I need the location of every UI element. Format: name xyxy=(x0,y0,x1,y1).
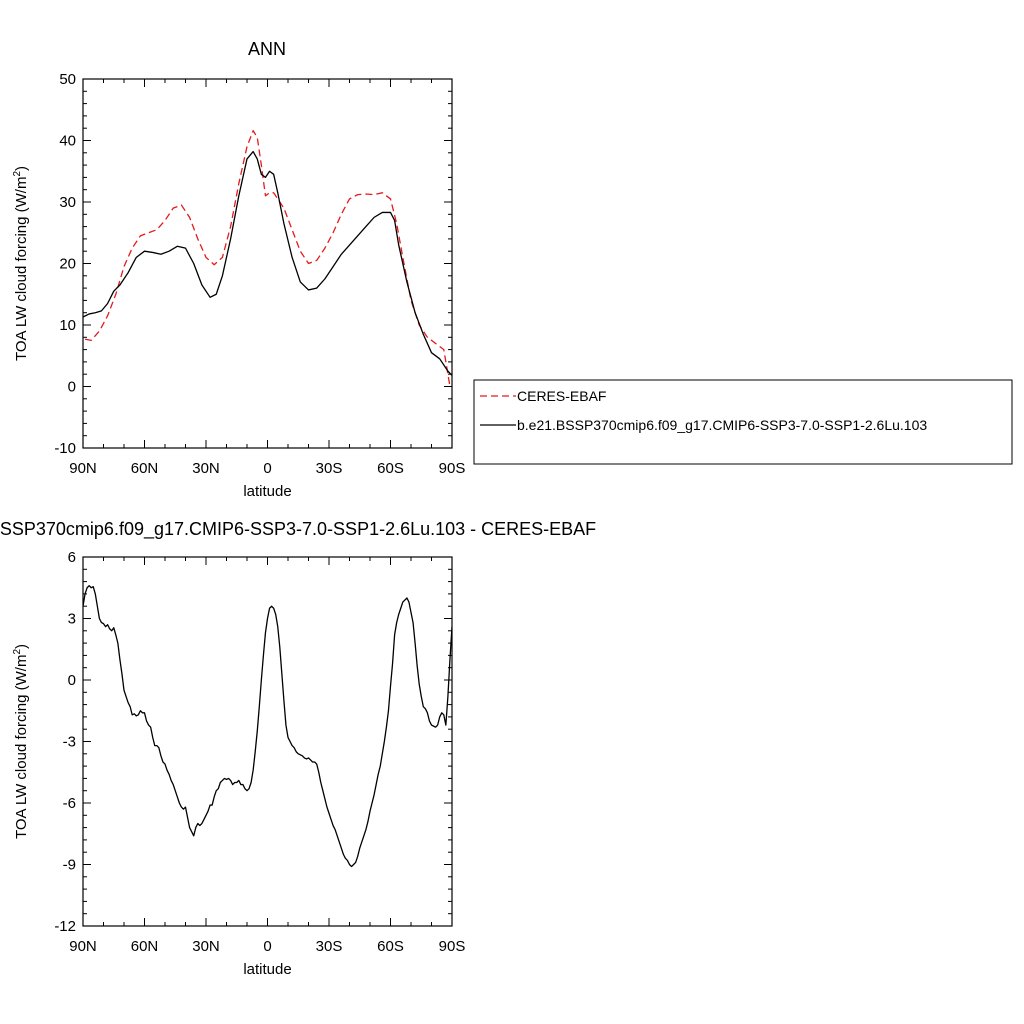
x-tick-label: 60N xyxy=(131,460,159,477)
legend-label: CERES-EBAF xyxy=(517,388,606,404)
series-line-2 xyxy=(83,150,452,376)
x-tick-label: 60N xyxy=(131,938,159,955)
x-tick-label: 0 xyxy=(263,460,271,477)
legend-label: b.e21.BSSP370cmip6.f09_g17.CMIP6-SSP3-7.… xyxy=(517,417,927,433)
chart-title: ANN xyxy=(248,39,286,59)
x-tick-label: 90N xyxy=(69,460,97,477)
y-tick-label: -9 xyxy=(63,857,76,874)
y-tick-label: 20 xyxy=(59,256,76,273)
chart-panel-2: b.e21.BSSP370cmip6.f09_g17.CMIP6-SSP3-7.… xyxy=(0,519,596,978)
y-axis-label: TOA LW cloud forcing (W/m2) xyxy=(12,644,30,839)
chart-panel-1: ANN 90N 60N 30N 0 30S 60S 90S -10 0 10 20 30 40 50 lati… xyxy=(12,39,465,500)
y-tick-label: 40 xyxy=(59,133,76,150)
y-tick-label: 0 xyxy=(68,379,76,396)
y-tick-label: 3 xyxy=(68,611,76,628)
y-tick-label: 30 xyxy=(59,194,76,211)
y-tick-label: -12 xyxy=(54,918,76,935)
y-tick-label: 10 xyxy=(59,317,76,334)
y-axis-label: TOA LW cloud forcing (W/m2) xyxy=(12,166,30,361)
series-line-1 xyxy=(84,130,451,387)
x-axis-label: latitude xyxy=(243,961,291,978)
plot-frame xyxy=(82,556,453,927)
x-tick-label: 90N xyxy=(69,938,97,955)
series-line-1 xyxy=(83,585,452,868)
plot-frame xyxy=(82,78,453,449)
y-tick-label: 6 xyxy=(68,549,76,566)
x-tick-label: 0 xyxy=(263,938,271,955)
x-tick-label: 60S xyxy=(377,938,404,955)
legend-box xyxy=(473,379,1013,465)
y-tick-label: -3 xyxy=(63,734,76,751)
y-tick-label: -6 xyxy=(63,795,76,812)
x-axis-label: latitude xyxy=(243,483,291,500)
x-tick-label: 60S xyxy=(377,460,404,477)
x-tick-label: 30S xyxy=(316,460,343,477)
y-tick-label: 50 xyxy=(59,71,76,88)
x-tick-label: 30N xyxy=(192,460,220,477)
x-tick-label: 90S xyxy=(439,460,466,477)
y-tick-label: 0 xyxy=(68,672,76,689)
x-tick-label: 30N xyxy=(192,938,220,955)
legend: CERES-EBAF b.e21.BSSP370cmip6.f09_g17.CMI… xyxy=(473,379,1013,465)
x-tick-label: 90S xyxy=(439,938,466,955)
y-tick-label: -10 xyxy=(54,440,76,457)
x-tick-label: 30S xyxy=(316,938,343,955)
chart-title: b.e21.BSSP370cmip6.f09_g17.CMIP6-SSP3-7.… xyxy=(0,519,596,540)
